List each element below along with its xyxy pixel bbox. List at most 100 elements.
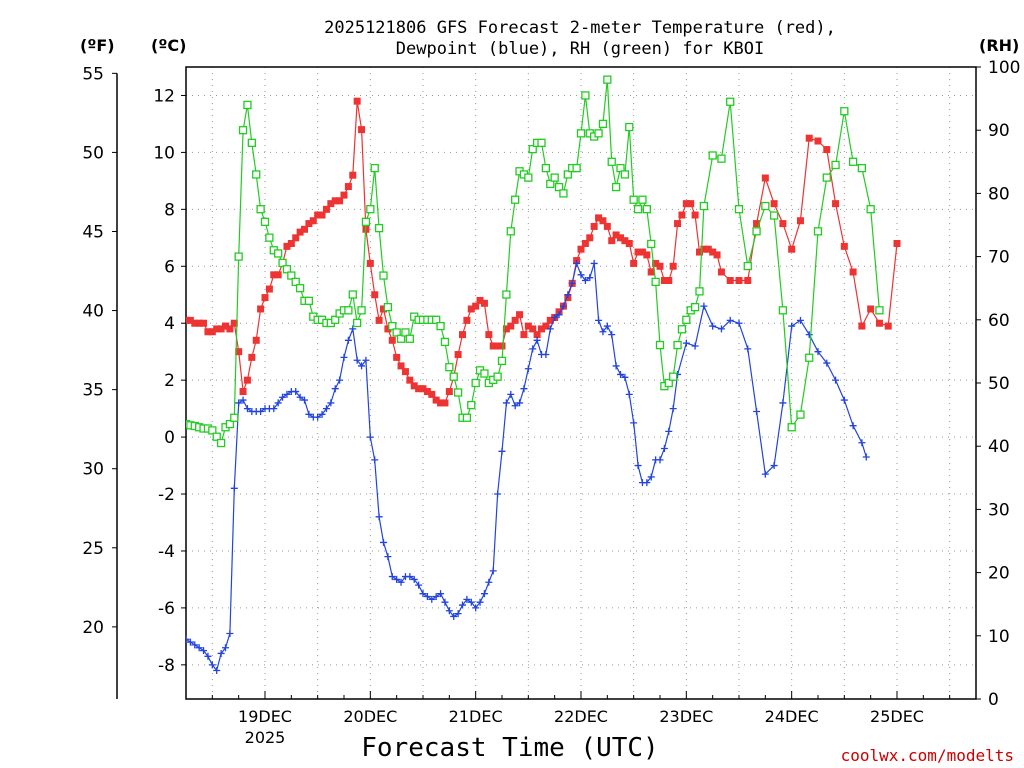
fahrenheit-tick-label: 55 bbox=[82, 64, 104, 84]
dewpoint-point bbox=[559, 302, 567, 310]
temperature-point bbox=[709, 248, 717, 256]
dewpoint-point bbox=[507, 390, 515, 398]
temperature-point bbox=[226, 325, 234, 333]
celsius-axis-unit: (ºC) bbox=[151, 36, 187, 55]
rh-point bbox=[528, 145, 537, 154]
temperature-point bbox=[665, 277, 673, 285]
fahrenheit-tick-label: 30 bbox=[82, 460, 104, 480]
temperature-point bbox=[538, 325, 545, 333]
rh-point bbox=[559, 189, 568, 198]
dewpoint-point bbox=[770, 462, 778, 470]
temperature-point bbox=[634, 248, 642, 256]
temperature-point bbox=[744, 277, 752, 285]
dewpoint-point bbox=[849, 422, 857, 430]
dewpoint-point bbox=[274, 399, 282, 407]
rh-point bbox=[471, 378, 480, 388]
temperature-point bbox=[230, 319, 238, 327]
dewpoint-point bbox=[735, 319, 743, 327]
dewpoint-point bbox=[608, 331, 616, 339]
fahrenheit-tick-label: 40 bbox=[82, 302, 104, 322]
temperature-point bbox=[656, 262, 664, 270]
dewpoint-point bbox=[796, 316, 804, 324]
temperature-point bbox=[410, 382, 418, 390]
rh-point bbox=[778, 306, 788, 315]
dewpoint-point bbox=[375, 513, 383, 521]
temperature-point bbox=[349, 171, 357, 179]
rh-point bbox=[291, 277, 300, 287]
temperature-point bbox=[599, 217, 607, 225]
celsius-tick-label: 2 bbox=[164, 371, 175, 391]
dewpoint-point bbox=[322, 405, 330, 413]
temperature-point bbox=[643, 251, 651, 259]
rh-point bbox=[651, 277, 660, 287]
rh-tick-label: 0 bbox=[988, 690, 999, 710]
temperature-point bbox=[502, 325, 510, 333]
rh-point bbox=[848, 157, 858, 166]
dewpoint-point bbox=[441, 598, 449, 606]
rh-point bbox=[761, 201, 770, 211]
temperature-point bbox=[331, 197, 339, 205]
rh-tick-label: 50 bbox=[988, 374, 1010, 394]
temperature-point bbox=[261, 294, 269, 302]
rh-point bbox=[699, 201, 709, 211]
rh-tick-label: 80 bbox=[988, 184, 1010, 204]
rh-point bbox=[734, 205, 744, 214]
rh-point bbox=[383, 303, 393, 312]
temperature-point bbox=[529, 325, 537, 333]
fahrenheit-tick-label: 20 bbox=[82, 618, 104, 638]
dewpoint-point bbox=[191, 641, 199, 649]
rh-point bbox=[875, 306, 884, 315]
x-tick-sublabel: 2025 bbox=[245, 728, 286, 747]
dewpoint-point bbox=[480, 590, 488, 598]
temperature-point bbox=[489, 342, 497, 350]
temperature-point bbox=[612, 231, 620, 239]
dewpoint-point bbox=[432, 593, 440, 601]
rh-point bbox=[673, 340, 682, 350]
dewpoint-point bbox=[805, 331, 813, 339]
rh-point bbox=[392, 328, 401, 337]
rh-point bbox=[524, 173, 533, 182]
dewpoint-point bbox=[476, 598, 484, 606]
temperature-point bbox=[419, 385, 427, 393]
chart-title-line-2: Dewpoint (blue), RH (green) for KBOI bbox=[395, 39, 765, 59]
temperature-point bbox=[875, 319, 883, 327]
celsius-tick-label: 8 bbox=[164, 200, 175, 220]
rh-point bbox=[554, 182, 564, 192]
rh-point bbox=[379, 271, 388, 280]
dewpoint-point bbox=[279, 393, 287, 401]
temperature-point bbox=[700, 245, 708, 253]
dewpoint-point bbox=[423, 593, 431, 601]
chart-title-line-1: 2025121806 GFS Forecast 2-meter Temperat… bbox=[324, 18, 836, 38]
rh-point bbox=[445, 363, 454, 372]
temperature-point bbox=[814, 137, 822, 145]
temperature-point bbox=[327, 200, 335, 208]
rh-point bbox=[208, 426, 217, 435]
dewpoint-point bbox=[581, 277, 589, 285]
dewpoint-point bbox=[516, 399, 524, 407]
rh-point bbox=[633, 205, 643, 214]
dewpoint-point bbox=[349, 325, 357, 333]
fahrenheit-tick-label: 45 bbox=[82, 222, 104, 242]
temperature-point bbox=[388, 336, 396, 344]
temperature-point bbox=[318, 211, 326, 219]
rh-point bbox=[669, 372, 678, 381]
dewpoint-point bbox=[862, 453, 870, 461]
temperature-point bbox=[480, 299, 488, 307]
temperature-point bbox=[832, 200, 840, 208]
temperature-point bbox=[358, 126, 366, 134]
dewpoint-point bbox=[590, 259, 598, 267]
rh-point bbox=[866, 205, 875, 214]
rh-point bbox=[366, 205, 375, 214]
dewpoint-point bbox=[239, 396, 247, 404]
dewpoint-point bbox=[564, 291, 572, 299]
dewpoint-point bbox=[612, 362, 620, 370]
rh-tick-label: 60 bbox=[988, 311, 1010, 331]
credit-link[interactable]: coolwx.com/modelts bbox=[840, 746, 1014, 765]
celsius-tick-label: 6 bbox=[164, 257, 175, 277]
dewpoint-point bbox=[397, 578, 405, 586]
dewpoint-point bbox=[524, 365, 532, 373]
temperature-point bbox=[581, 240, 589, 248]
temperature-point bbox=[687, 200, 695, 208]
dewpoint-point bbox=[700, 302, 708, 310]
temperature-point bbox=[507, 322, 515, 330]
